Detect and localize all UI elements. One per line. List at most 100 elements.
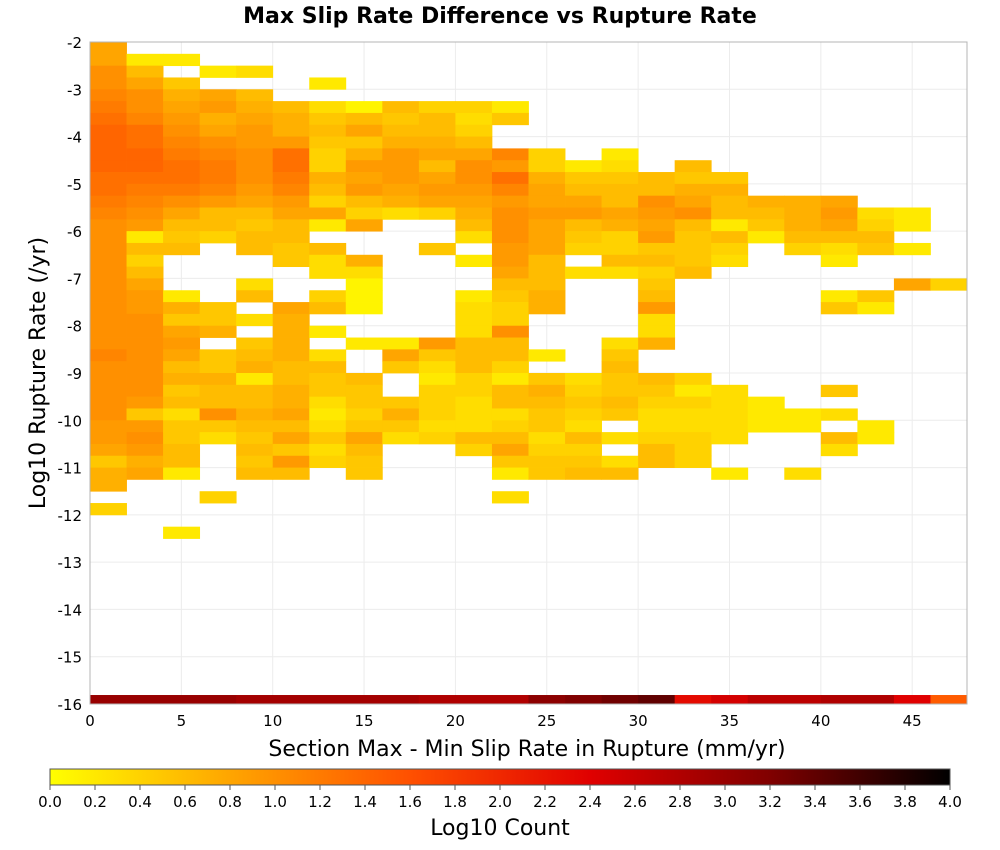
heatmap-cell <box>236 136 274 149</box>
heatmap-cell <box>126 53 164 67</box>
heatmap-cell <box>345 136 383 149</box>
heatmap-cell <box>163 53 201 67</box>
heatmap-cell <box>528 195 566 208</box>
heatmap-cell <box>90 408 127 421</box>
heatmap-cell <box>309 373 347 386</box>
heatmap-cell <box>126 77 164 90</box>
heatmap-cell <box>382 432 420 445</box>
heatmap-cell <box>90 207 127 220</box>
heatmap-cell <box>711 432 749 445</box>
heatmap-cell <box>455 432 493 445</box>
heatmap-cell <box>638 183 676 197</box>
heatmap-cell <box>418 432 456 445</box>
heatmap-cell <box>309 136 347 149</box>
heatmap-cell <box>784 467 822 480</box>
heatmap-cell <box>455 384 493 398</box>
heatmap-cell <box>345 432 383 445</box>
colorbar-tick-label: 1.2 <box>308 793 332 811</box>
heatmap-cell <box>638 290 676 303</box>
heatmap-cell <box>601 207 639 220</box>
heatmap-cell <box>418 349 456 362</box>
heatmap-cell <box>126 183 164 197</box>
heatmap-cell <box>418 337 456 350</box>
heatmap-cell <box>272 124 310 137</box>
heatmap-cell <box>491 408 529 421</box>
y-axis-ticks: -2 -3 -4 -5 -6 -7 -8 -9 -10 -11 -12 -13 -14 -15 -16 <box>58 34 83 714</box>
heatmap-cell <box>345 266 383 279</box>
heatmap-cell <box>601 361 639 374</box>
x-axis-label: Section Max - Min Slip Rate in Rupture (… <box>268 737 785 762</box>
heatmap-cell <box>236 124 274 137</box>
heatmap-cell <box>638 384 676 398</box>
colorbar-tick-label: 0.6 <box>173 793 197 811</box>
heatmap-cell <box>565 160 602 173</box>
heatmap-cell <box>309 432 347 445</box>
heatmap-cell <box>747 195 785 208</box>
y-tick-label: -15 <box>58 649 83 667</box>
heatmap-cell <box>163 195 201 208</box>
heatmap-cell <box>199 325 237 338</box>
heatmap-cell <box>309 77 347 90</box>
heatmap-cell <box>126 337 164 350</box>
heatmap-cell <box>345 455 383 468</box>
heatmap-cell <box>126 242 164 256</box>
heatmap-cell <box>345 420 383 433</box>
heatmap-cell <box>382 136 420 149</box>
heatmap-cell <box>272 349 310 362</box>
heatmap-cell <box>674 373 712 386</box>
heatmap-cell <box>711 231 749 244</box>
heatmap-cell-bottom <box>601 695 639 704</box>
heatmap-cell <box>345 290 383 303</box>
heatmap-cell <box>638 242 676 256</box>
colorbar-tick-label: 0.2 <box>83 793 107 811</box>
heatmap-cell <box>90 124 127 137</box>
heatmap-cell <box>528 290 566 303</box>
y-tick-label: -12 <box>58 507 83 525</box>
heatmap-cell <box>163 396 201 409</box>
heatmap-cell <box>345 408 383 421</box>
heatmap-cell <box>90 432 127 445</box>
heatmap-cell <box>272 148 310 161</box>
heatmap-cell <box>236 195 274 208</box>
heatmap-cell <box>674 195 712 208</box>
heatmap-cell <box>90 65 127 78</box>
x-tick-label: 20 <box>446 712 465 730</box>
colorbar-tick-label: 2.4 <box>578 793 602 811</box>
heatmap-cell <box>163 231 201 244</box>
heatmap-cell <box>309 195 347 208</box>
heatmap-cell <box>236 443 274 457</box>
heatmap-cell <box>309 207 347 220</box>
heatmap-cell <box>491 219 529 232</box>
x-tick-label: 5 <box>177 712 187 730</box>
heatmap-cell <box>272 432 310 445</box>
x-tick-label: 40 <box>811 712 830 730</box>
heatmap-cell <box>674 384 712 398</box>
heatmap-cell <box>236 148 274 161</box>
heatmap-cell <box>528 443 566 457</box>
heatmap-cell <box>163 302 201 315</box>
heatmap-cell <box>601 231 639 244</box>
heatmap-cell <box>199 302 237 315</box>
heatmap-cell <box>90 266 127 279</box>
heatmap-cell <box>309 254 347 268</box>
heatmap-cell <box>711 183 749 197</box>
x-tick-label: 10 <box>263 712 282 730</box>
heatmap-cell <box>418 183 456 197</box>
heatmap-cell <box>90 278 127 291</box>
heatmap-cell <box>272 443 310 457</box>
heatmap-cell <box>126 313 164 327</box>
heatmap-cell <box>126 396 164 409</box>
heatmap-cell <box>126 160 164 173</box>
heatmap-cell <box>90 479 127 492</box>
heatmap-cell <box>455 183 493 197</box>
heatmap-cell <box>309 455 347 468</box>
heatmap-cell <box>638 432 676 445</box>
heatmap-cell <box>90 183 127 197</box>
heatmap-cell <box>674 231 712 244</box>
heatmap-cell <box>747 408 785 421</box>
heatmap-cell-bottom <box>565 695 602 704</box>
heatmap-cell <box>491 242 529 256</box>
heatmap-cell <box>565 396 602 409</box>
colorbar-tick-label: 3.4 <box>803 793 827 811</box>
heatmap-cell <box>272 408 310 421</box>
